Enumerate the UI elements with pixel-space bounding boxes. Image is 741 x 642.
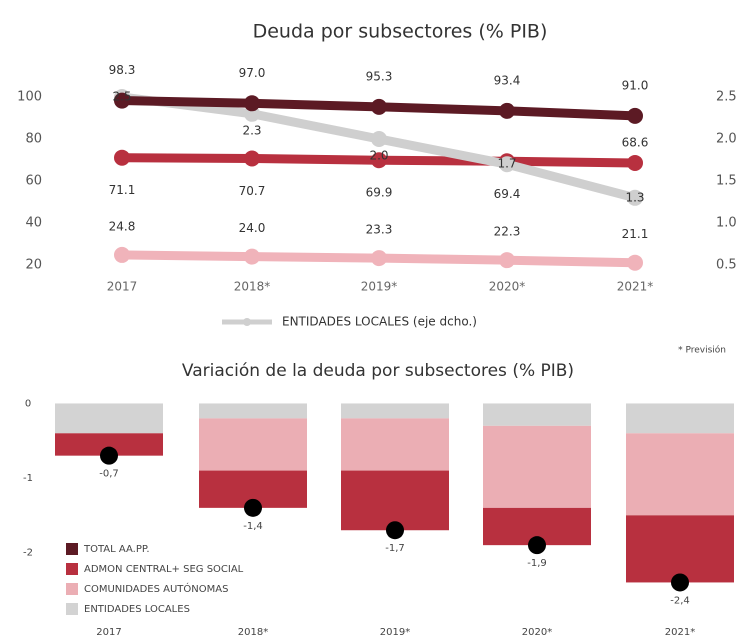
data-label: 68.6 xyxy=(622,135,649,149)
point xyxy=(371,250,387,267)
bar-segment xyxy=(341,403,449,419)
point xyxy=(371,131,387,147)
data-label: 95.3 xyxy=(366,69,393,83)
point xyxy=(627,189,643,206)
bar-segment xyxy=(341,470,449,531)
bar-segment xyxy=(483,403,591,426)
y2-tick-label: 1.0 xyxy=(716,216,737,231)
y-tick-label: 40 xyxy=(25,216,42,231)
x-tick-label: 2019* xyxy=(361,280,398,294)
point xyxy=(244,150,260,167)
point xyxy=(244,248,260,265)
y2-tick-label: 2.5 xyxy=(716,90,737,105)
y2-tick-label: 1.5 xyxy=(716,174,737,189)
data-label: 91.0 xyxy=(622,78,649,92)
point xyxy=(499,102,515,119)
data-label: 2.5 xyxy=(112,90,131,104)
point xyxy=(114,149,130,166)
data-label: 21.1 xyxy=(622,227,649,241)
legend-swatch xyxy=(66,543,78,555)
y-tick-label: 100 xyxy=(17,90,42,105)
legend-swatch xyxy=(66,583,78,595)
x-tick-label: 2018* xyxy=(234,280,271,294)
data-label: 2.3 xyxy=(242,123,261,137)
point xyxy=(627,107,643,124)
data-label: 1.3 xyxy=(625,190,644,204)
bar-segment xyxy=(626,515,734,583)
point xyxy=(627,254,643,271)
chart-title: Variación de la deuda por subsectores (%… xyxy=(182,361,574,381)
x-tick-label: 2017 xyxy=(107,280,138,294)
x-tick-label: 2019* xyxy=(380,627,410,638)
point xyxy=(114,246,130,263)
x-tick-label: 2021* xyxy=(617,280,654,294)
data-label: 1.7 xyxy=(497,157,516,171)
data-label: 71.1 xyxy=(109,183,136,197)
bar-segment xyxy=(483,425,591,508)
total-marker xyxy=(386,521,404,540)
data-label: -1,9 xyxy=(527,558,547,569)
x-tick-label: 2020* xyxy=(522,627,552,638)
bar-segment xyxy=(55,433,163,456)
data-label: 24.0 xyxy=(239,221,266,235)
point xyxy=(114,92,130,109)
point xyxy=(499,156,515,173)
data-label: 98.3 xyxy=(109,63,136,77)
legend-label: ADMON CENTRAL+ SEG SOCIAL xyxy=(84,564,244,575)
data-label: -2,4 xyxy=(670,595,690,606)
total-marker xyxy=(671,573,689,592)
bar-segment xyxy=(626,433,734,516)
data-label: -1,7 xyxy=(385,543,405,554)
y-tick-label: -1 xyxy=(23,473,33,484)
total-marker xyxy=(100,446,118,465)
data-label: 24.8 xyxy=(109,219,136,233)
data-label: 93.4 xyxy=(494,73,521,87)
y-tick-label: 60 xyxy=(25,174,42,189)
bar-segment xyxy=(199,418,307,471)
data-label: -1,4 xyxy=(243,521,263,532)
point xyxy=(371,152,387,169)
data-label: 2.0 xyxy=(369,149,388,163)
legend-swatch xyxy=(66,563,78,575)
point xyxy=(627,154,643,171)
bar-segment xyxy=(626,403,734,434)
y2-tick-label: 0.5 xyxy=(716,258,737,273)
legend-label: COMUNIDADES AUTÓNOMAS xyxy=(84,582,228,595)
bar-segment xyxy=(341,418,449,471)
y-tick-label: 0 xyxy=(25,398,31,409)
legend-label: ENTIDADES LOCALES xyxy=(84,604,190,615)
chart-title: Deuda por subsectores (% PIB) xyxy=(253,21,548,43)
bar-segment xyxy=(199,403,307,419)
data-label: 69.4 xyxy=(494,187,521,201)
y2-tick-label: 2.0 xyxy=(716,132,737,147)
data-label: -0,7 xyxy=(99,469,119,480)
data-label: 69.9 xyxy=(366,186,393,200)
x-tick-label: 2020* xyxy=(489,280,526,294)
total-marker xyxy=(244,498,262,517)
footnote: * Previsión xyxy=(678,345,726,356)
x-tick-label: 2021* xyxy=(665,627,695,638)
data-label: 22.3 xyxy=(494,225,521,239)
data-label: 97.0 xyxy=(239,66,266,80)
legend-label: TOTAL AA.PP. xyxy=(83,544,150,555)
legend-marker xyxy=(243,318,251,326)
x-tick-label: 2018* xyxy=(238,627,268,638)
point xyxy=(244,95,260,112)
data-label: 70.7 xyxy=(239,184,266,198)
x-tick-label: 2017 xyxy=(96,627,121,638)
point xyxy=(499,252,515,269)
legend-swatch xyxy=(66,603,78,615)
y-tick-label: 20 xyxy=(25,258,42,273)
total-marker xyxy=(528,536,546,555)
point xyxy=(371,98,387,115)
bar-segment xyxy=(55,403,163,434)
y-tick-label: -2 xyxy=(23,548,33,559)
legend-label: ENTIDADES LOCALES (eje dcho.) xyxy=(282,315,477,329)
y-tick-label: 80 xyxy=(25,132,42,147)
data-label: 23.3 xyxy=(366,223,393,237)
